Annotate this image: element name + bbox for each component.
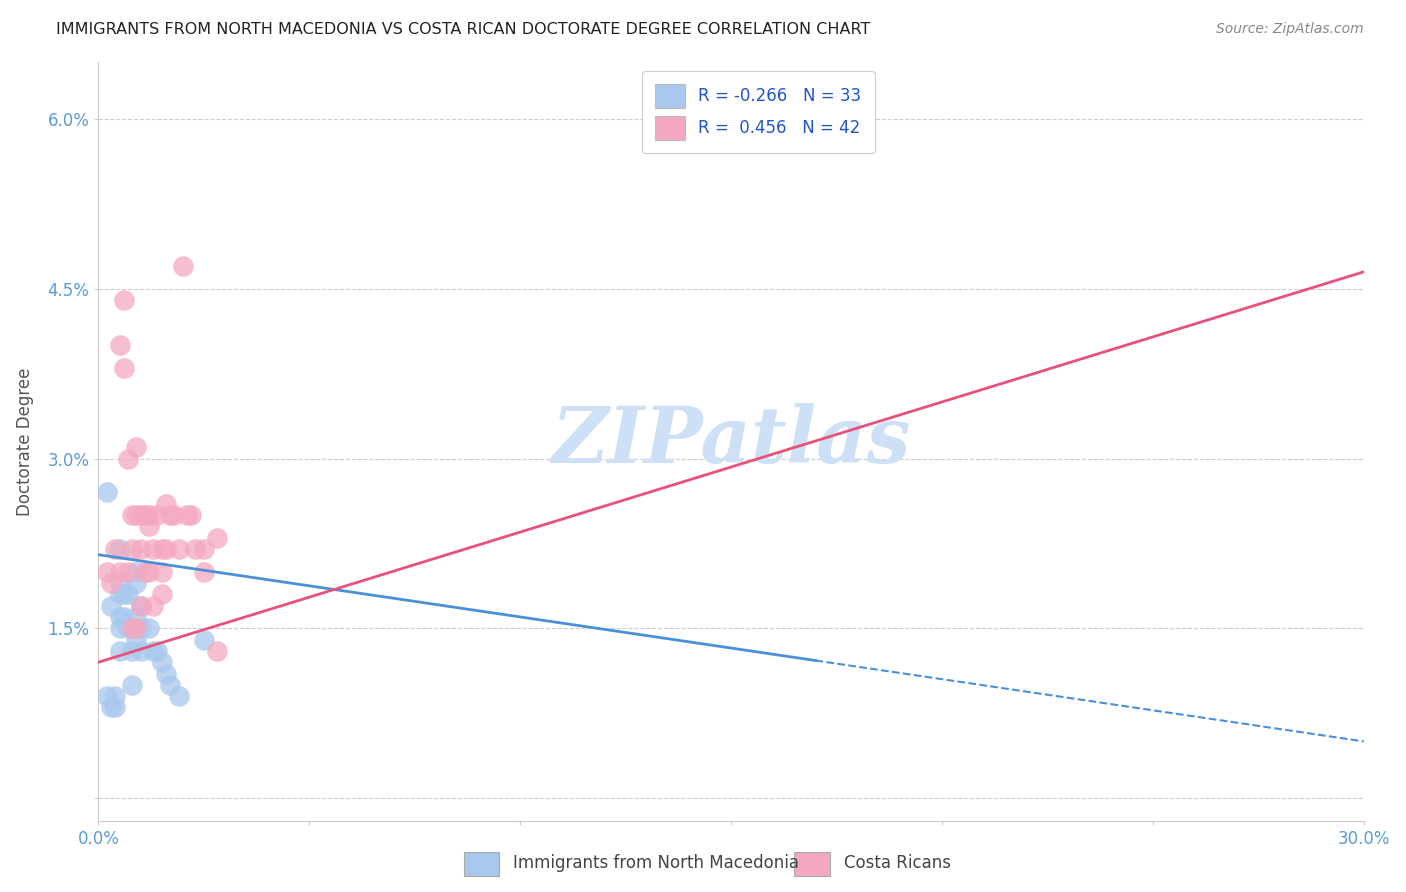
Point (138, 565, 160, 579)
Point (108, 587, 131, 601)
Point (108, 565, 131, 579)
Point (129, 621, 152, 635)
Point (117, 565, 139, 579)
Point (129, 644, 152, 658)
Point (146, 508, 169, 522)
Text: Source: ZipAtlas.com: Source: ZipAtlas.com (1216, 22, 1364, 37)
Point (112, 293, 135, 307)
Point (96, 485, 118, 500)
Point (121, 644, 143, 658)
Text: Immigrants from North Macedonia: Immigrants from North Macedonia (513, 854, 799, 871)
Point (193, 565, 215, 579)
Point (100, 700, 122, 714)
Point (108, 610, 131, 624)
Point (108, 644, 131, 658)
Point (155, 497, 177, 511)
Point (150, 542, 173, 557)
Point (193, 632, 215, 647)
Point (108, 621, 131, 635)
Point (180, 508, 202, 522)
Text: ZIPatlas: ZIPatlas (551, 403, 911, 480)
Point (134, 508, 156, 522)
Point (121, 621, 143, 635)
Text: Costa Ricans: Costa Ricans (844, 854, 950, 871)
Point (125, 632, 148, 647)
Point (125, 565, 148, 579)
Point (121, 542, 143, 557)
Legend: R = -0.266   N = 33, R =  0.456   N = 42: R = -0.266 N = 33, R = 0.456 N = 42 (641, 70, 875, 153)
Point (129, 542, 152, 557)
Point (117, 587, 139, 601)
FancyBboxPatch shape (464, 852, 499, 876)
Point (100, 599, 122, 613)
Point (142, 599, 165, 613)
Point (146, 644, 169, 658)
Point (104, 700, 127, 714)
Point (112, 361, 135, 376)
Point (108, 338, 131, 352)
Point (138, 508, 160, 522)
Point (205, 644, 228, 658)
Point (150, 587, 173, 601)
Point (125, 440, 148, 454)
Point (176, 508, 198, 522)
Point (104, 689, 127, 703)
Point (108, 542, 131, 557)
Point (100, 576, 122, 591)
Point (108, 576, 131, 591)
Text: IMMIGRANTS FROM NORTH MACEDONIA VS COSTA RICAN DOCTORATE DEGREE CORRELATION CHAR: IMMIGRANTS FROM NORTH MACEDONIA VS COSTA… (56, 22, 870, 37)
Point (104, 542, 127, 557)
Point (142, 542, 165, 557)
Point (125, 621, 148, 635)
Point (112, 587, 135, 601)
Point (163, 508, 186, 522)
Point (129, 508, 152, 522)
Point (150, 565, 173, 579)
Point (134, 565, 156, 579)
Point (159, 508, 181, 522)
Point (96, 689, 118, 703)
Point (125, 576, 148, 591)
Point (117, 621, 139, 635)
Point (117, 451, 139, 466)
Point (150, 655, 173, 669)
Point (205, 531, 228, 545)
Point (167, 542, 190, 557)
FancyBboxPatch shape (794, 852, 830, 876)
Point (155, 542, 177, 557)
Y-axis label: Doctorate Degree: Doctorate Degree (15, 368, 34, 516)
Point (184, 542, 207, 557)
Point (167, 689, 190, 703)
Point (129, 599, 152, 613)
Point (125, 610, 148, 624)
Point (193, 542, 215, 557)
Point (138, 621, 160, 635)
Point (121, 678, 143, 692)
Point (172, 259, 194, 273)
Point (129, 599, 152, 613)
Point (121, 508, 143, 522)
Point (96, 565, 118, 579)
Point (142, 644, 165, 658)
Point (155, 666, 177, 681)
Point (159, 678, 181, 692)
Point (125, 508, 148, 522)
Point (112, 610, 135, 624)
Point (138, 519, 160, 533)
